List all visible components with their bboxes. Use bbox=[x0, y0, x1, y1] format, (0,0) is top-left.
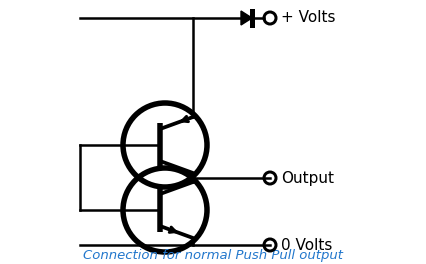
Text: Connection for normal Push Pull output: Connection for normal Push Pull output bbox=[83, 248, 343, 262]
Text: 0 Volts: 0 Volts bbox=[281, 238, 332, 252]
Text: Output: Output bbox=[281, 171, 334, 186]
Polygon shape bbox=[241, 11, 252, 25]
Text: + Volts: + Volts bbox=[281, 11, 336, 26]
